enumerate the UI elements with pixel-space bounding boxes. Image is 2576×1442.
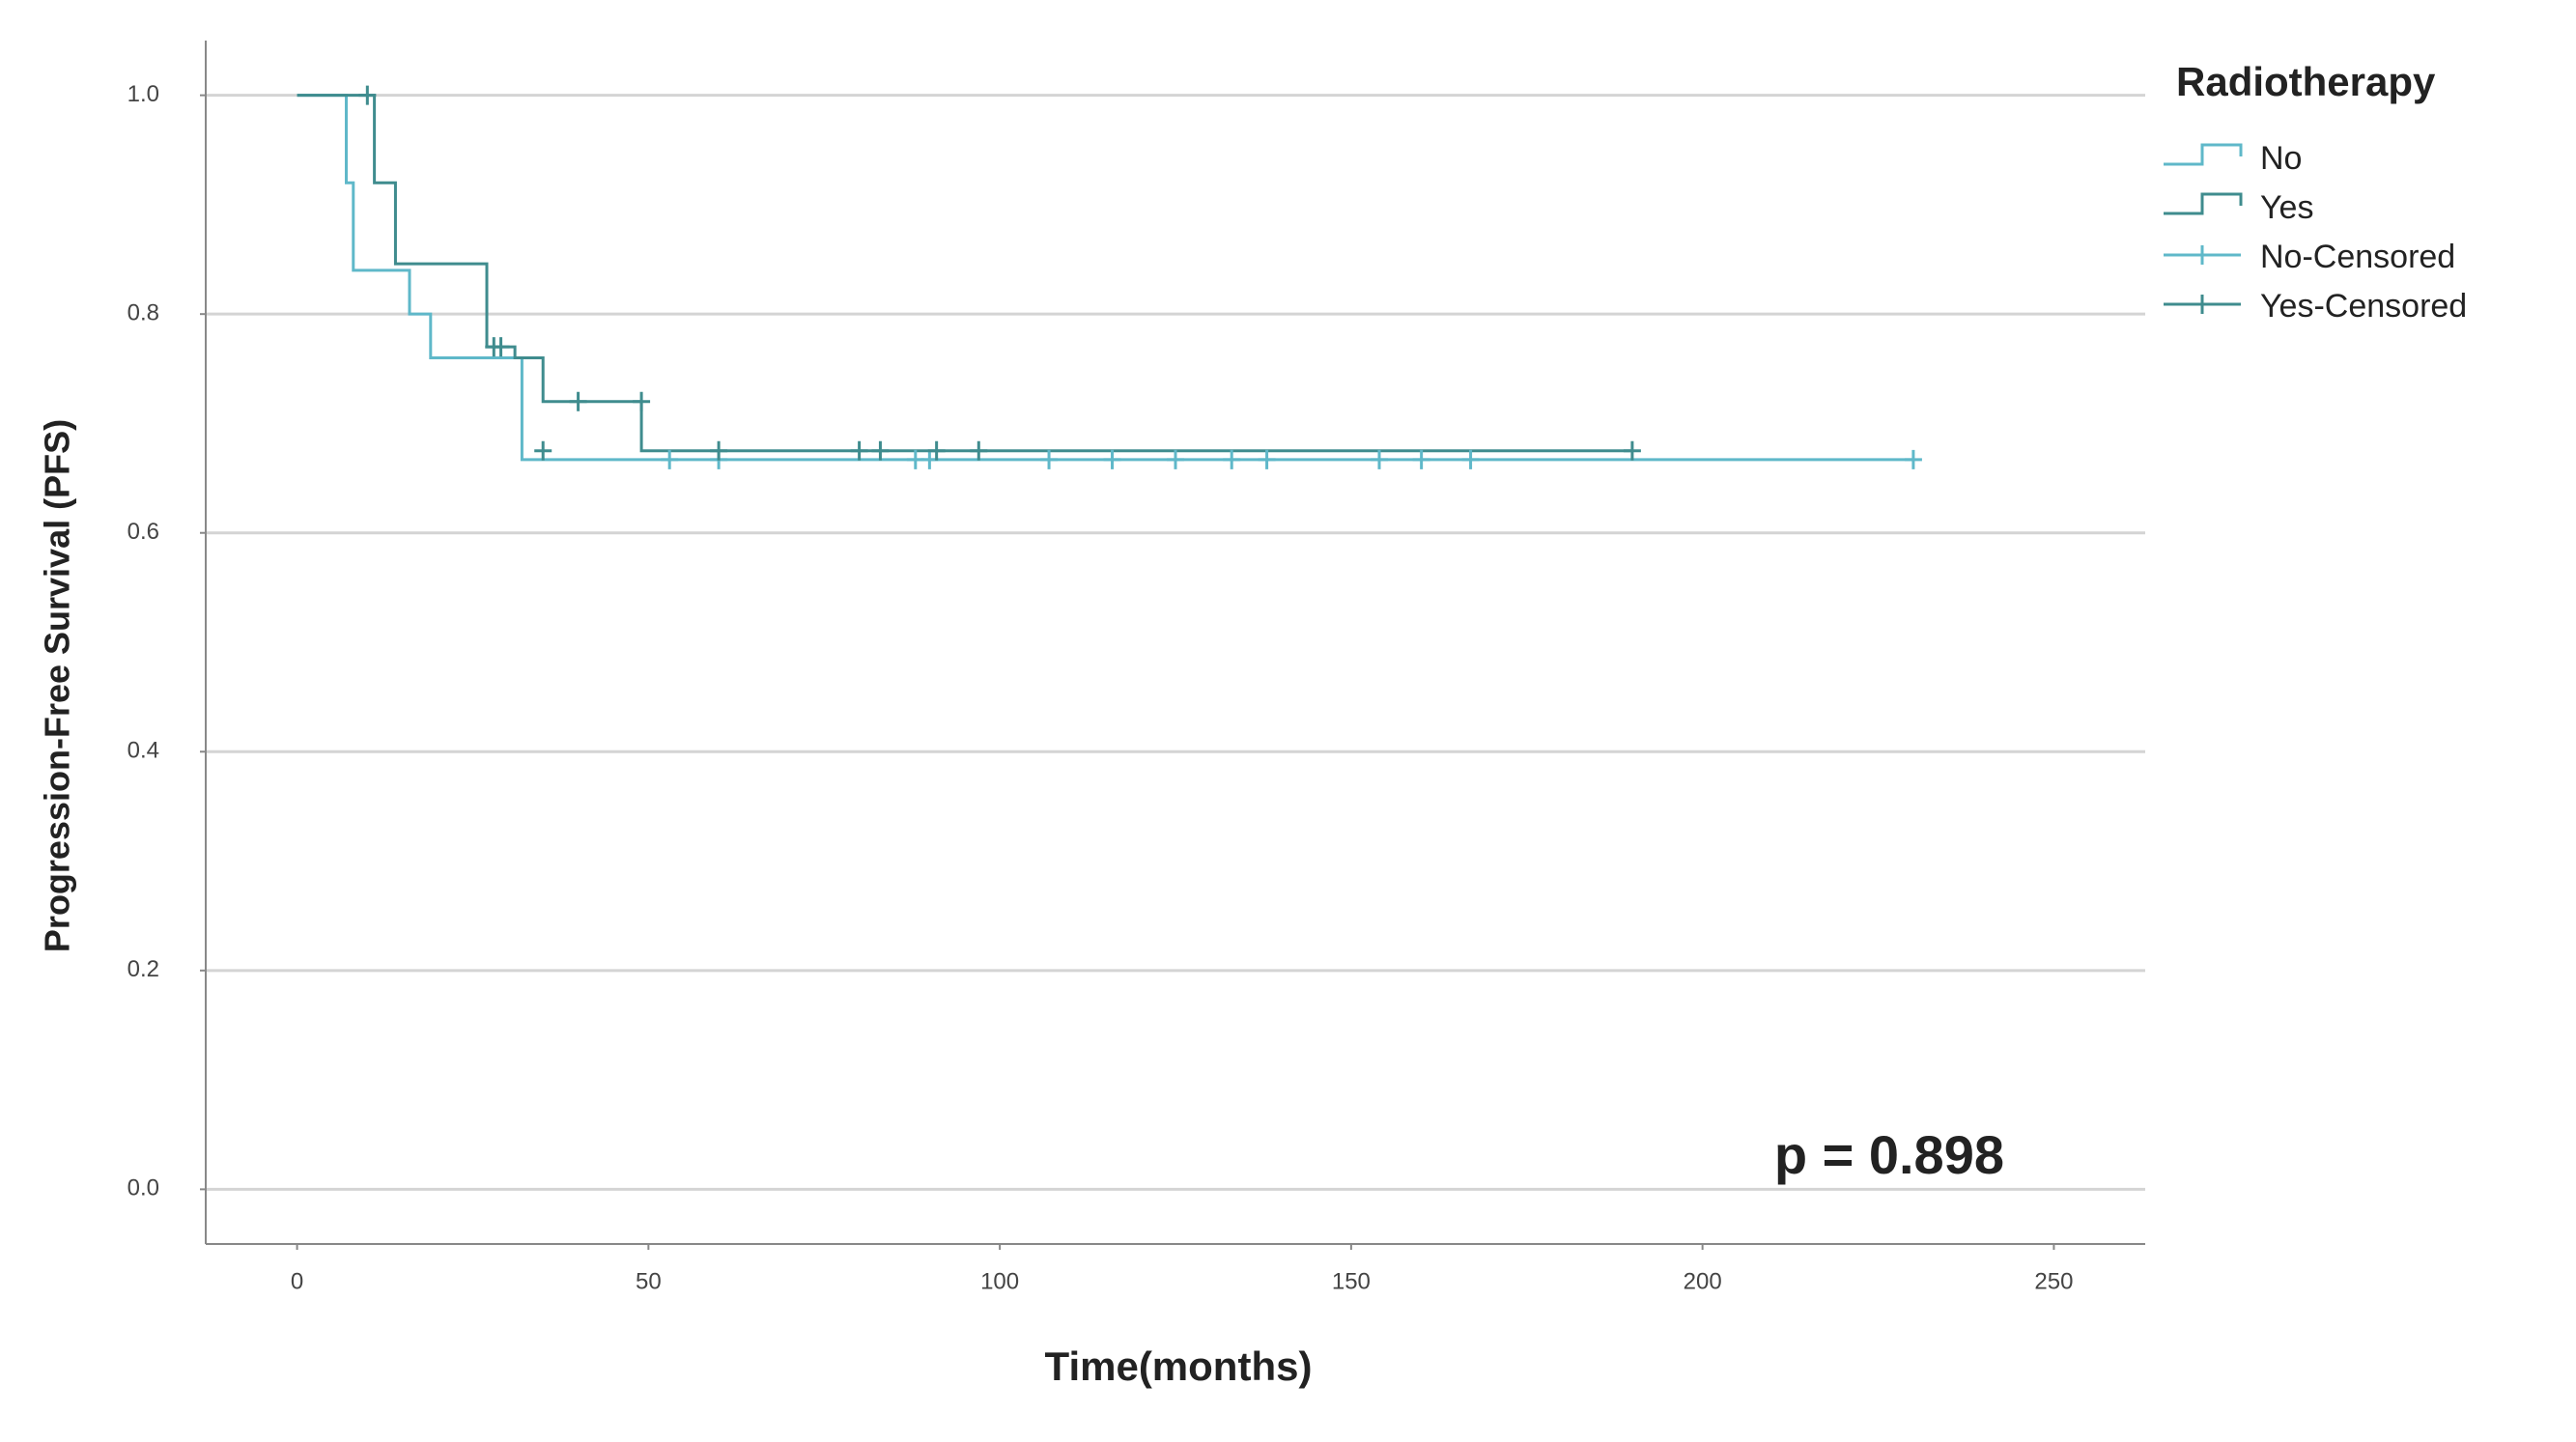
censor-mark <box>970 440 988 461</box>
censor-mark <box>661 449 679 469</box>
y-tick-label: 0.6 <box>127 519 159 545</box>
censor-mark <box>1461 449 1480 469</box>
legend-symbol <box>2194 245 2211 265</box>
legend-title: Radiotherapy <box>2176 59 2436 104</box>
y-tick-label: 0.2 <box>127 956 159 982</box>
censor-mark <box>1412 449 1430 469</box>
p-value: p = 0.898 <box>1774 1124 2004 1185</box>
legend-symbol <box>2164 192 2243 215</box>
y-tick-label: 0.8 <box>127 300 159 326</box>
censor-mark <box>534 440 552 461</box>
censor-mark <box>633 391 651 411</box>
legend-symbol <box>2194 295 2211 314</box>
legend-label: No <box>2260 140 2302 177</box>
censor-mark <box>1167 449 1184 469</box>
legend-label: Yes <box>2260 189 2313 226</box>
x-tick-label: 200 <box>1684 1268 1722 1294</box>
censor-mark <box>492 337 510 357</box>
y-axis-label: Progression-Free Survival (PFS) <box>38 419 77 952</box>
x-tick-label: 50 <box>636 1268 662 1294</box>
censor-mark <box>871 440 890 461</box>
legend-label: No-Censored <box>2260 239 2455 275</box>
censor-mark <box>1623 440 1641 461</box>
survival-line <box>297 94 1913 462</box>
censor-mark <box>358 85 377 105</box>
x-axis-label: Time(months) <box>1045 1343 1313 1389</box>
censor-mark <box>1904 449 1922 469</box>
y-tick-label: 0.4 <box>127 738 159 764</box>
censor-mark <box>1103 449 1121 469</box>
censor-mark <box>1370 449 1388 469</box>
censor-mark <box>1223 449 1241 469</box>
x-tick-label: 150 <box>1332 1268 1371 1294</box>
y-tick-label: 1.0 <box>127 81 159 107</box>
censor-mark <box>1040 449 1059 469</box>
censor-mark <box>927 440 946 461</box>
x-tick-label: 0 <box>291 1268 303 1294</box>
survival-line <box>297 94 1632 453</box>
legend-symbol <box>2164 143 2243 166</box>
censor-mark <box>1258 449 1276 469</box>
x-tick-label: 100 <box>980 1268 1019 1294</box>
censor-mark <box>850 440 868 461</box>
x-tick-label: 250 <box>2034 1268 2073 1294</box>
y-tick-label: 0.0 <box>127 1175 159 1202</box>
censor-mark <box>710 440 728 461</box>
censor-mark <box>569 391 587 411</box>
legend-label: Yes-Censored <box>2260 288 2467 325</box>
